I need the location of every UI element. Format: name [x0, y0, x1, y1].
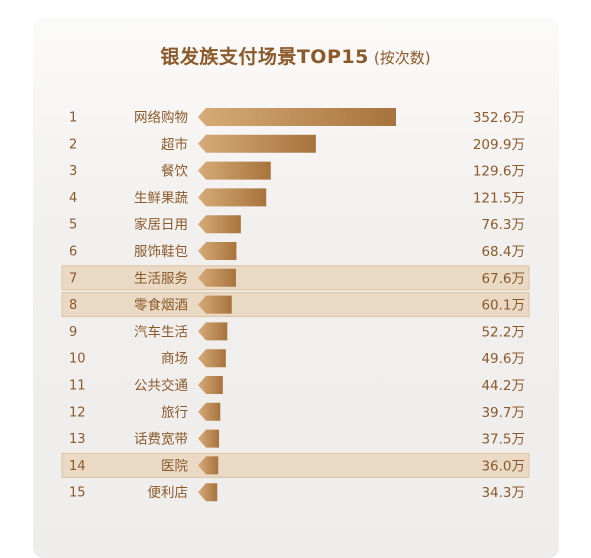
- value-label: 209.9万: [473, 137, 525, 153]
- bar: [198, 134, 316, 153]
- value-label: 49.6万: [481, 351, 525, 367]
- bar-chart: 1 网络购物 352.6万 2 超市 209.9万 3 餐饮 129.6万 4 生鲜果蔬 121.5万…: [61, 108, 530, 502]
- bar: [198, 242, 237, 260]
- category-label: 网络购物: [134, 110, 188, 126]
- rank-label: 9: [69, 325, 77, 340]
- highlight-band: [61, 452, 530, 478]
- rank-label: 7: [69, 271, 77, 286]
- category-label: 汽车生活: [134, 323, 188, 340]
- bar: [198, 108, 396, 126]
- value-label: 60.1万: [481, 298, 525, 314]
- value-label: 67.6万: [481, 271, 525, 287]
- value-label: 34.3万: [481, 485, 525, 501]
- category-label: 生活服务: [134, 271, 188, 287]
- bar: [198, 429, 220, 448]
- bar: [198, 483, 218, 502]
- rank-label: 3: [69, 164, 77, 179]
- value-label: 52.2万: [481, 324, 525, 340]
- highlight-band: [61, 292, 530, 318]
- category-label: 餐饮: [161, 164, 188, 180]
- value-label: 121.5万: [473, 190, 525, 206]
- bar: [198, 456, 219, 475]
- bar: [198, 322, 228, 341]
- rank-label: 11: [69, 379, 86, 394]
- bar: [198, 188, 267, 207]
- bar: [198, 402, 221, 421]
- rank-label: 5: [69, 218, 77, 233]
- rank-label: 13: [69, 432, 86, 447]
- value-label: 44.2万: [481, 378, 525, 394]
- category-label: 生鲜果蔬: [134, 190, 188, 206]
- value-label: 39.7万: [481, 405, 525, 421]
- chart-title: 银发族支付场景TOP15 (按次数): [0, 42, 591, 69]
- rank-label: 12: [69, 405, 86, 420]
- category-label: 服饰鞋包: [134, 244, 188, 260]
- rank-label: 10: [69, 352, 86, 367]
- value-label: 36.0万: [481, 458, 525, 474]
- value-label: 37.5万: [481, 432, 525, 448]
- rank-label: 15: [69, 486, 86, 501]
- bar: [198, 349, 226, 368]
- value-label: 129.6万: [473, 164, 525, 180]
- rank-label: 1: [69, 111, 77, 126]
- bar: [198, 268, 236, 287]
- category-label: 医院: [161, 458, 188, 474]
- bar: [198, 376, 223, 394]
- category-label: 家居日用: [134, 216, 188, 233]
- value-label: 68.4万: [481, 244, 525, 260]
- rank-label: 6: [69, 245, 77, 260]
- category-label: 旅行: [161, 405, 188, 421]
- value-label: 352.6万: [473, 110, 525, 126]
- rank-label: 4: [69, 191, 77, 206]
- category-label: 话费宽带: [134, 431, 188, 448]
- category-label: 公共交通: [134, 377, 188, 394]
- highlight-band: [61, 265, 530, 291]
- category-label: 便利店: [148, 485, 189, 501]
- chart-title-main: 银发族支付场景TOP15: [160, 46, 369, 68]
- bar: [198, 295, 232, 314]
- rank-label: 2: [69, 137, 77, 152]
- value-label: 76.3万: [481, 217, 525, 233]
- category-label: 商场: [161, 351, 188, 367]
- rank-label: 8: [69, 298, 77, 313]
- bar: [198, 215, 241, 234]
- bar: [198, 161, 271, 180]
- category-label: 超市: [161, 136, 188, 153]
- category-label: 零食烟酒: [134, 297, 188, 314]
- chart-subtitle: (按次数): [373, 49, 431, 67]
- rank-label: 14: [69, 459, 86, 474]
